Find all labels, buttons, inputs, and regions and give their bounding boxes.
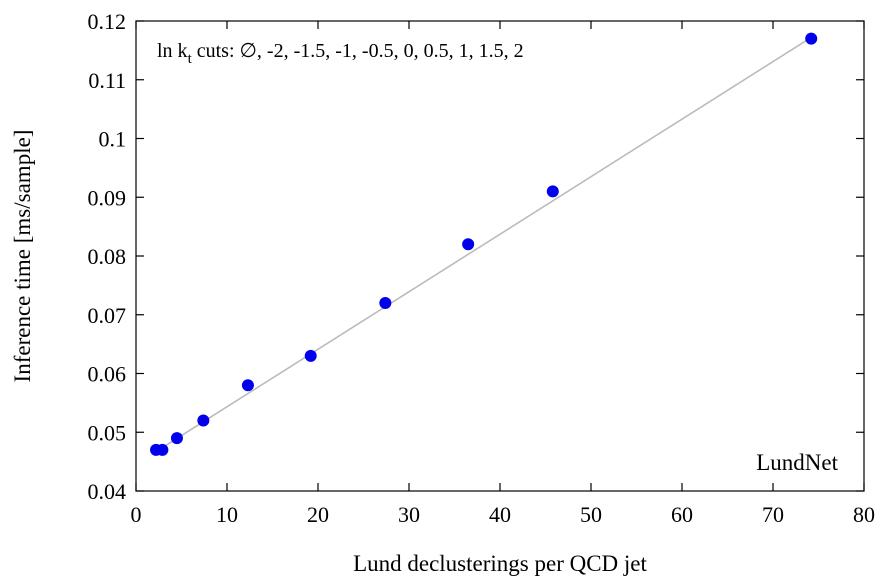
y-axis-label: Inference time [ms/sample] <box>10 130 35 383</box>
y-tick-label: 0.11 <box>88 68 126 93</box>
axis-ticks <box>135 20 865 492</box>
data-point <box>304 349 317 362</box>
x-tick-label: 0 <box>131 502 142 527</box>
x-tick-label: 50 <box>580 502 602 527</box>
data-point <box>379 297 392 309</box>
plot-frame <box>135 20 865 492</box>
data-points <box>150 32 818 456</box>
y-tick-label: 0.1 <box>99 127 127 152</box>
y-tick-label: 0.05 <box>88 420 127 445</box>
data-point <box>546 185 559 198</box>
x-tick-label: 30 <box>398 502 420 527</box>
data-point <box>805 32 818 45</box>
data-point <box>156 443 169 456</box>
y-tick-label: 0.06 <box>88 362 127 387</box>
y-tick-label: 0.07 <box>88 303 127 328</box>
x-tick-label: 40 <box>489 502 511 527</box>
data-point <box>462 238 475 251</box>
data-point <box>170 432 183 445</box>
annotation: ln kt cuts: ∅, -2, -1.5, -1, -0.5, 0, 0.… <box>157 40 524 67</box>
y-tick-label: 0.12 <box>88 9 127 34</box>
y-tick-label: 0.04 <box>88 479 127 504</box>
x-tick-label: 60 <box>671 502 693 527</box>
x-axis-label: Lund declusterings per QCD jet <box>353 551 647 576</box>
annotation-prefix: ln k <box>157 40 188 62</box>
x-tick-label: 20 <box>307 502 329 527</box>
x-tick-label: 10 <box>216 502 238 527</box>
data-point <box>241 379 254 392</box>
x-tick-label: 70 <box>762 502 784 527</box>
y-tick-label: 0.09 <box>88 185 127 210</box>
x-tick-label: 80 <box>853 502 875 527</box>
data-point <box>197 414 210 427</box>
fit-line <box>153 36 812 454</box>
annotation-subscript: t <box>188 51 193 67</box>
tick-labels: 0 10 20 30 40 50 60 70 80 0.04 0.05 0.06 0.07 0.08 0.0… <box>88 9 876 527</box>
series-label: LundNet <box>756 450 838 475</box>
annotation-suffix: cuts: ∅, -2, -1.5, -1, -0.5, 0, 0.5, 1, … <box>192 40 524 62</box>
y-tick-label: 0.08 <box>88 244 127 269</box>
